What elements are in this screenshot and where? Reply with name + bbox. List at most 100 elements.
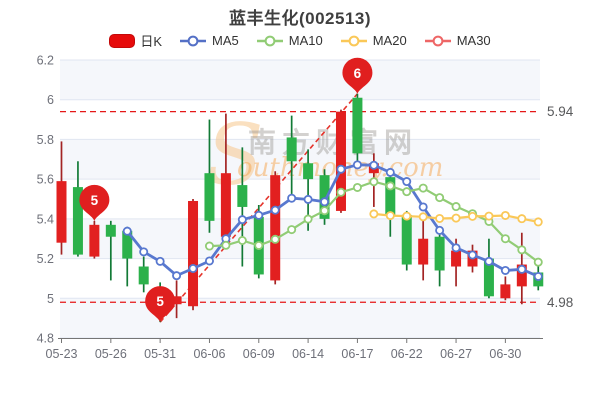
- ma10-line-legend-icon: [256, 35, 283, 46]
- legend-label: MA5: [212, 33, 239, 48]
- candle-06-08[interactable]: [237, 147, 248, 267]
- band: [60, 298, 540, 338]
- ma5-point: [254, 210, 264, 220]
- ma5-point: [533, 271, 543, 281]
- candle-06-06[interactable]: [204, 119, 215, 233]
- x-axis-label: 05-26: [95, 347, 127, 361]
- candle-body: [122, 230, 133, 259]
- axes: 05-23 05-26 05-31 06-06 06-09 06-14 06-17 06-22…: [37, 54, 543, 361]
- ma10-point: [435, 193, 445, 203]
- pin-icon: [79, 184, 110, 221]
- candle-06-01[interactable]: [171, 280, 182, 319]
- ma20-point: [533, 217, 543, 227]
- ma5-point: [303, 194, 313, 204]
- candlestick-legend-icon: [109, 33, 136, 48]
- candle-06-13[interactable]: [286, 115, 297, 198]
- ma20-line: [369, 209, 543, 227]
- ma5-line: [122, 160, 543, 281]
- legend: 日K MA5 MA10 MA20 MA30: [0, 31, 600, 50]
- pin-icon: [342, 57, 373, 94]
- candle-body: [303, 163, 314, 180]
- ma10-point: [287, 225, 297, 235]
- x-axis-label: 06-22: [391, 347, 423, 361]
- ma20-point: [451, 213, 461, 223]
- candle-body: [204, 173, 215, 221]
- y-axis-label: 5.2: [37, 252, 54, 266]
- ma20-point: [369, 209, 379, 219]
- legend-item-日k[interactable]: 日K: [109, 31, 162, 50]
- legend-item-ma20[interactable]: MA20: [340, 33, 407, 48]
- y-axis-label: 5.4: [37, 212, 54, 226]
- ma20-point: [500, 210, 510, 220]
- ma5-point: [352, 160, 362, 170]
- ma20-point: [402, 211, 412, 221]
- ma5-point: [320, 197, 330, 207]
- pin-icon: [145, 286, 176, 323]
- candle-05-30[interactable]: [138, 256, 149, 293]
- candle-body: [451, 250, 462, 267]
- candle-06-15[interactable]: [319, 169, 330, 225]
- ma5-point: [336, 164, 346, 174]
- x-axis-label: 06-14: [292, 347, 324, 361]
- candle-06-02[interactable]: [188, 199, 199, 311]
- candle-05-26[interactable]: [105, 220, 116, 281]
- candle-body: [89, 224, 100, 257]
- x-axis-label: 06-30: [489, 347, 521, 361]
- ma5-point: [122, 226, 132, 236]
- y-axis-label: 5.8: [37, 133, 54, 147]
- ma10-point: [451, 202, 461, 212]
- pin-label: 6: [354, 66, 362, 81]
- y-axis-label: 5: [47, 292, 54, 306]
- ma5-point: [467, 250, 477, 260]
- y-axis-label: 5.6: [37, 173, 54, 187]
- candle-05-27[interactable]: [122, 226, 133, 287]
- x-axis-label: 05-31: [144, 347, 176, 361]
- ma10-point: [517, 245, 527, 255]
- ma5-point: [402, 177, 412, 187]
- legend-item-ma5[interactable]: MA5: [179, 33, 239, 48]
- candle-body: [434, 236, 445, 271]
- ma10-point: [385, 181, 395, 191]
- ma5-point: [172, 271, 182, 281]
- ma5-point: [385, 167, 395, 177]
- ma5-point: [188, 263, 198, 273]
- ma30-line-legend-icon: [424, 35, 451, 46]
- candle-06-24[interactable]: [434, 232, 445, 287]
- candle-06-10[interactable]: [270, 171, 281, 285]
- reference-lines: 5.94 4.98: [60, 104, 574, 310]
- ma10-point: [336, 187, 346, 197]
- ma10-point: [204, 241, 214, 251]
- candle-06-17[interactable]: [352, 93, 363, 168]
- candle-06-07[interactable]: [220, 113, 231, 239]
- candle-body: [72, 187, 83, 255]
- candle-body: [56, 181, 67, 243]
- ma10-point: [500, 234, 510, 244]
- legend-label: 日K: [140, 34, 163, 49]
- ma10-point: [303, 214, 313, 224]
- legend-item-ma30[interactable]: MA30: [424, 33, 491, 48]
- ma10-point: [270, 234, 280, 244]
- candle-06-30[interactable]: [500, 276, 511, 301]
- x-axis-label: 06-09: [243, 347, 275, 361]
- band: [60, 60, 540, 100]
- ma10-point: [320, 206, 330, 216]
- candle-06-29[interactable]: [483, 238, 494, 299]
- candle-body: [352, 97, 363, 154]
- x-axis-label: 06-27: [440, 347, 472, 361]
- legend-label: MA20: [372, 33, 407, 48]
- legend-item-ma10[interactable]: MA10: [256, 33, 323, 48]
- x-axis-label: 06-06: [193, 347, 225, 361]
- candle-body: [105, 224, 116, 237]
- ma20-point: [418, 212, 428, 222]
- ma10-point: [237, 236, 247, 246]
- trend-line: [159, 93, 359, 323]
- ma5-point: [139, 247, 149, 257]
- candle-05-23[interactable]: [56, 141, 67, 255]
- candle-06-23[interactable]: [418, 212, 429, 281]
- candle-06-22[interactable]: [401, 210, 412, 271]
- candle-05-24[interactable]: [72, 161, 83, 257]
- watermark-initial: S: [206, 106, 264, 204]
- candle-05-25[interactable]: [89, 220, 100, 259]
